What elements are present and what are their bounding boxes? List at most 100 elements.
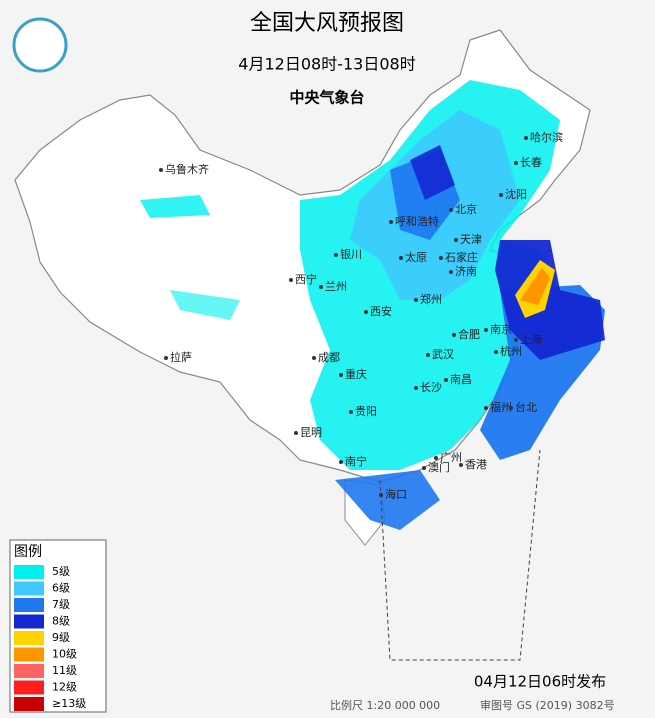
city-label: 广州 xyxy=(440,451,462,464)
title: 全国大风预报图 xyxy=(250,11,404,36)
city-label: 合肥 xyxy=(458,327,480,341)
city-dot xyxy=(484,328,488,332)
city-label: 长春 xyxy=(520,156,542,169)
legend-swatch xyxy=(14,647,44,662)
legend-label: 9级 xyxy=(52,631,70,644)
city-dot xyxy=(414,386,418,390)
city-dot xyxy=(312,356,316,360)
city-label: 杭州 xyxy=(500,344,522,358)
city-label: 石家庄 xyxy=(445,250,478,264)
city-dot xyxy=(494,350,498,354)
city-dot xyxy=(449,208,453,212)
city-label: 西宁 xyxy=(295,272,317,286)
city-dot xyxy=(484,406,488,410)
issued-time: 04月12日06时发布 xyxy=(474,673,606,691)
scale: 比例尺 1:20 000 000 xyxy=(330,698,440,712)
wind-area xyxy=(140,195,210,218)
city-dot xyxy=(159,168,163,172)
city-label: 南昌 xyxy=(450,373,472,386)
city-dot xyxy=(514,161,518,165)
city-dot xyxy=(422,466,426,470)
legend-swatch xyxy=(14,614,44,629)
city-dot xyxy=(364,310,368,314)
city-label: 拉萨 xyxy=(170,350,192,364)
city-label: 呼和浩特 xyxy=(395,214,439,228)
city-dot xyxy=(389,220,393,224)
wind-area xyxy=(170,290,240,320)
city-label: 长沙 xyxy=(420,381,442,394)
city-label: 哈尔滨 xyxy=(530,130,563,144)
wind-area xyxy=(410,145,455,200)
city-label: 澳门 xyxy=(428,460,450,474)
legend-label: 12级 xyxy=(52,681,77,694)
legend-label: 5级 xyxy=(52,565,70,578)
city-label: 北京 xyxy=(455,202,477,216)
legend-swatch xyxy=(14,680,44,695)
legend-label: 11级 xyxy=(52,664,77,677)
city-label: 福州 xyxy=(490,400,512,414)
city-dot xyxy=(289,278,293,282)
city-label: 乌鲁木齐 xyxy=(165,162,209,176)
legend-swatch xyxy=(14,581,44,596)
city-label: 成都 xyxy=(318,351,340,364)
wind-area xyxy=(335,470,440,530)
city-dot xyxy=(399,256,403,260)
city-dot xyxy=(349,410,353,414)
legend-swatch xyxy=(14,598,44,612)
city-dot xyxy=(514,338,518,342)
city-label: 香港 xyxy=(465,458,487,471)
legend-swatch xyxy=(14,565,44,579)
city-label: 天津 xyxy=(460,233,482,246)
city-dot xyxy=(414,298,418,302)
city-dot xyxy=(339,460,343,464)
city-label: 上海 xyxy=(520,332,542,346)
city-dot xyxy=(426,353,430,357)
city-label: 济南 xyxy=(455,264,477,278)
city-label: 郑州 xyxy=(420,292,442,306)
period: 4月12日08时-13日08时 xyxy=(238,55,415,74)
legend-label: 8级 xyxy=(52,615,70,628)
boundary-dash xyxy=(379,449,541,661)
city-dot xyxy=(454,238,458,242)
city-dot xyxy=(499,193,503,197)
city-label: 南宁 xyxy=(345,454,367,468)
legend-label: ≥13级 xyxy=(52,697,86,710)
legend-swatch xyxy=(14,631,44,645)
legend: 5级 6级 7级 8级 9级 10级 11级 12级 ≥13级 xyxy=(14,565,86,711)
city-label: 太原 xyxy=(405,251,427,264)
city-dot xyxy=(379,493,383,497)
city-dot xyxy=(164,356,168,360)
city-dot xyxy=(434,456,438,460)
city-dot xyxy=(319,285,323,289)
city-label: 沈阳 xyxy=(505,187,527,201)
legend-title: 图例 xyxy=(14,544,42,560)
legend-label: 6级 xyxy=(52,582,70,595)
city-dot xyxy=(449,270,453,274)
city-dot xyxy=(452,333,456,337)
legend-swatch xyxy=(14,664,44,678)
wind-area xyxy=(495,240,605,360)
city-dot xyxy=(294,431,298,435)
legend-label: 10级 xyxy=(52,648,77,661)
logo xyxy=(12,17,68,73)
city-dot xyxy=(524,136,528,140)
issuer: 中央气象台 xyxy=(289,89,364,107)
city-dot xyxy=(439,256,443,260)
city-label: 南京 xyxy=(490,322,512,336)
city-dot xyxy=(444,378,448,382)
city-dot xyxy=(459,463,463,467)
city-label: 银川 xyxy=(340,247,362,261)
legend-label: 7级 xyxy=(52,598,70,611)
city-label: 昆明 xyxy=(300,426,322,439)
city-label: 武汉 xyxy=(432,348,454,361)
wind-area xyxy=(520,268,550,305)
city-dot xyxy=(509,406,513,410)
legend-swatch xyxy=(14,697,44,711)
city-label: 贵阳 xyxy=(355,405,377,418)
city-label: 重庆 xyxy=(345,367,367,381)
city-dot xyxy=(339,373,343,377)
review-number: 审图号 GS (2019) 3082号 xyxy=(480,698,615,712)
city-label: 海口 xyxy=(385,487,407,501)
